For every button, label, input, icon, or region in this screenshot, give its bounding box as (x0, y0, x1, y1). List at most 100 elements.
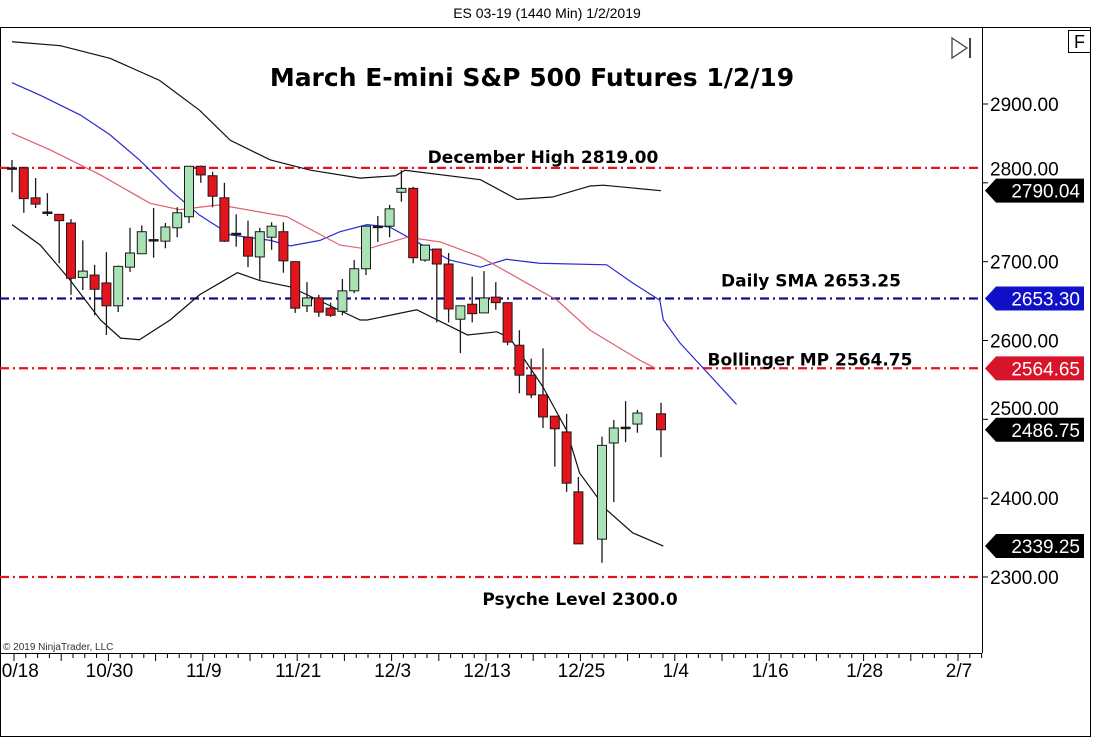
price-flag (985, 356, 1084, 381)
candle-body-down (18, 167, 29, 200)
candle (125, 227, 135, 272)
x-tick-label: 2/7 (946, 661, 972, 682)
candle (502, 302, 513, 346)
chart-title: March E-mini S&P 500 Futures 1/2/19 (270, 63, 794, 92)
candle (254, 227, 265, 280)
candle-body-up (266, 225, 277, 238)
level-label-daily-sma: Daily SMA 2653.25 (721, 272, 901, 292)
x-tick-label: 12/25 (558, 661, 606, 682)
candle-body-down (490, 296, 501, 304)
x-tick-label: 1/16 (752, 661, 789, 682)
candle-body-up (77, 270, 88, 278)
copyright: © 2019 NinjaTrader, LLC (3, 642, 113, 653)
candle (349, 260, 360, 294)
level-label-december-high: December High 2819.00 (428, 148, 659, 168)
y-tick-label: 2600.00 (990, 331, 1059, 352)
candle (549, 415, 560, 467)
candle-body-down (243, 236, 253, 257)
candle (467, 276, 478, 323)
candle (207, 171, 218, 208)
candle-body-up (349, 268, 360, 292)
candle (372, 215, 383, 242)
candle-body-up (172, 212, 183, 229)
candle-body-down (89, 274, 100, 290)
x-tick-label: 12/3 (374, 661, 411, 682)
candle-body-up (632, 412, 643, 425)
x-tick-label: 1/4 (663, 661, 690, 682)
candle-body-down (656, 413, 666, 431)
candle-body-down (207, 175, 218, 197)
chart-frame (0, 27, 1091, 737)
candle (526, 358, 537, 399)
candle-body-up (148, 239, 159, 242)
upper-bollinger-band-line (11, 41, 662, 200)
y-tick-label: 2800.00 (990, 160, 1059, 181)
candle (420, 244, 430, 262)
candle-body-down (30, 197, 41, 205)
f-button[interactable]: F (1068, 30, 1091, 53)
candle-body-up (608, 427, 619, 444)
candle (89, 264, 100, 316)
y-tick-label: 2700.00 (990, 253, 1059, 274)
candle-body-down (573, 491, 584, 545)
candle-body-down (42, 211, 53, 214)
candle (113, 265, 124, 313)
price-flag-label: 2564.65 (1011, 359, 1080, 380)
bollinger-midline-line (11, 132, 656, 369)
candle-body-down (502, 302, 513, 343)
candle (632, 409, 643, 433)
candle-body-up (597, 444, 607, 540)
candle (597, 436, 607, 563)
candle (66, 219, 76, 295)
candle-body-up (125, 252, 135, 268)
candle (7, 159, 17, 193)
candle-body-down (290, 261, 301, 309)
candle-body-up (620, 426, 631, 430)
candle-body-up (479, 297, 489, 314)
candle (561, 413, 572, 492)
candle (160, 223, 171, 249)
candle-body-down (526, 374, 537, 396)
daily-sma-line (11, 82, 737, 405)
candle (54, 213, 65, 264)
price-flag (985, 178, 1084, 203)
candle (443, 252, 454, 323)
candle (490, 282, 501, 310)
candle-body-down (549, 415, 560, 430)
price-flag-label: 2339.25 (1011, 537, 1080, 558)
candle (42, 193, 53, 216)
candle (538, 348, 548, 428)
x-tick-label: 10/30 (86, 661, 134, 682)
candle-body-down (313, 297, 324, 313)
candle-body-up (136, 231, 147, 255)
candle (408, 186, 419, 264)
level-label-psyche-level: Psyche Level 2300.0 (482, 590, 677, 610)
y-tick-label: 2400.00 (990, 489, 1059, 510)
candle-body-down (219, 197, 230, 242)
candle-body-up (337, 290, 348, 312)
candle-body-down (408, 187, 419, 259)
candle (656, 402, 666, 458)
candle (219, 182, 230, 242)
candle-body-down (325, 307, 336, 316)
candle (195, 165, 206, 183)
x-tick-label: 12/13 (463, 661, 511, 682)
candle (384, 204, 395, 238)
candle (101, 252, 112, 335)
skip-to-end-icon[interactable] (951, 36, 971, 60)
candle-body-down (54, 213, 65, 222)
x-tick-label: 10/18 (0, 661, 39, 682)
candle (266, 222, 277, 250)
candle (30, 178, 41, 209)
candle (313, 294, 324, 317)
candle (337, 279, 348, 316)
candle (136, 225, 147, 255)
candle (455, 305, 466, 354)
candle-body-up (184, 165, 194, 218)
candle-body-down (431, 248, 442, 265)
x-tick-label: 11/21 (275, 661, 321, 682)
candle-body-up (372, 225, 383, 229)
candle (290, 261, 301, 313)
svg-text:F[interactable]: F (1074, 32, 1085, 52)
